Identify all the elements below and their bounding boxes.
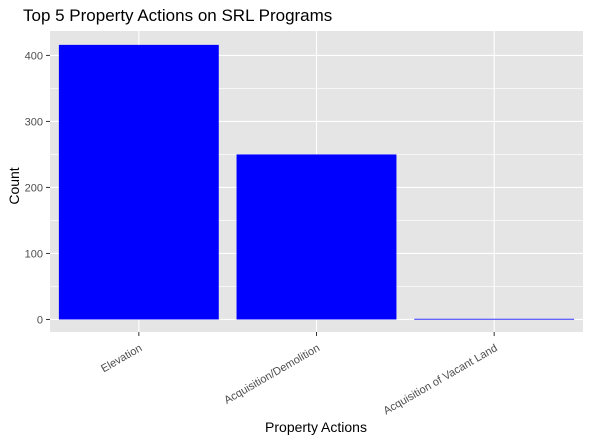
y-tick-label: 100 [25,248,43,260]
y-tick-label: 0 [37,314,43,326]
y-tick-label: 400 [25,50,43,62]
bar [414,318,575,320]
bar [236,154,397,320]
bar [58,44,219,320]
x-tick-label: Acquisition of Vacant Land [382,342,500,417]
y-tick-label: 200 [25,182,43,194]
x-axis-ticks: Elevation Acquisition/Demolition Acquisiti… [99,332,500,417]
y-tick-label: 300 [25,116,43,128]
x-tick-label: Acquisition/Demolition [222,342,322,407]
x-axis-title: Property Actions [265,419,367,435]
x-tick-label: Elevation [99,342,144,375]
y-axis-title: Count [6,167,22,204]
chart-title: Top 5 Property Actions on SRL Programs [23,6,332,25]
bars [58,44,575,320]
y-axis-ticks: 0 100 200 300 400 [25,50,50,326]
